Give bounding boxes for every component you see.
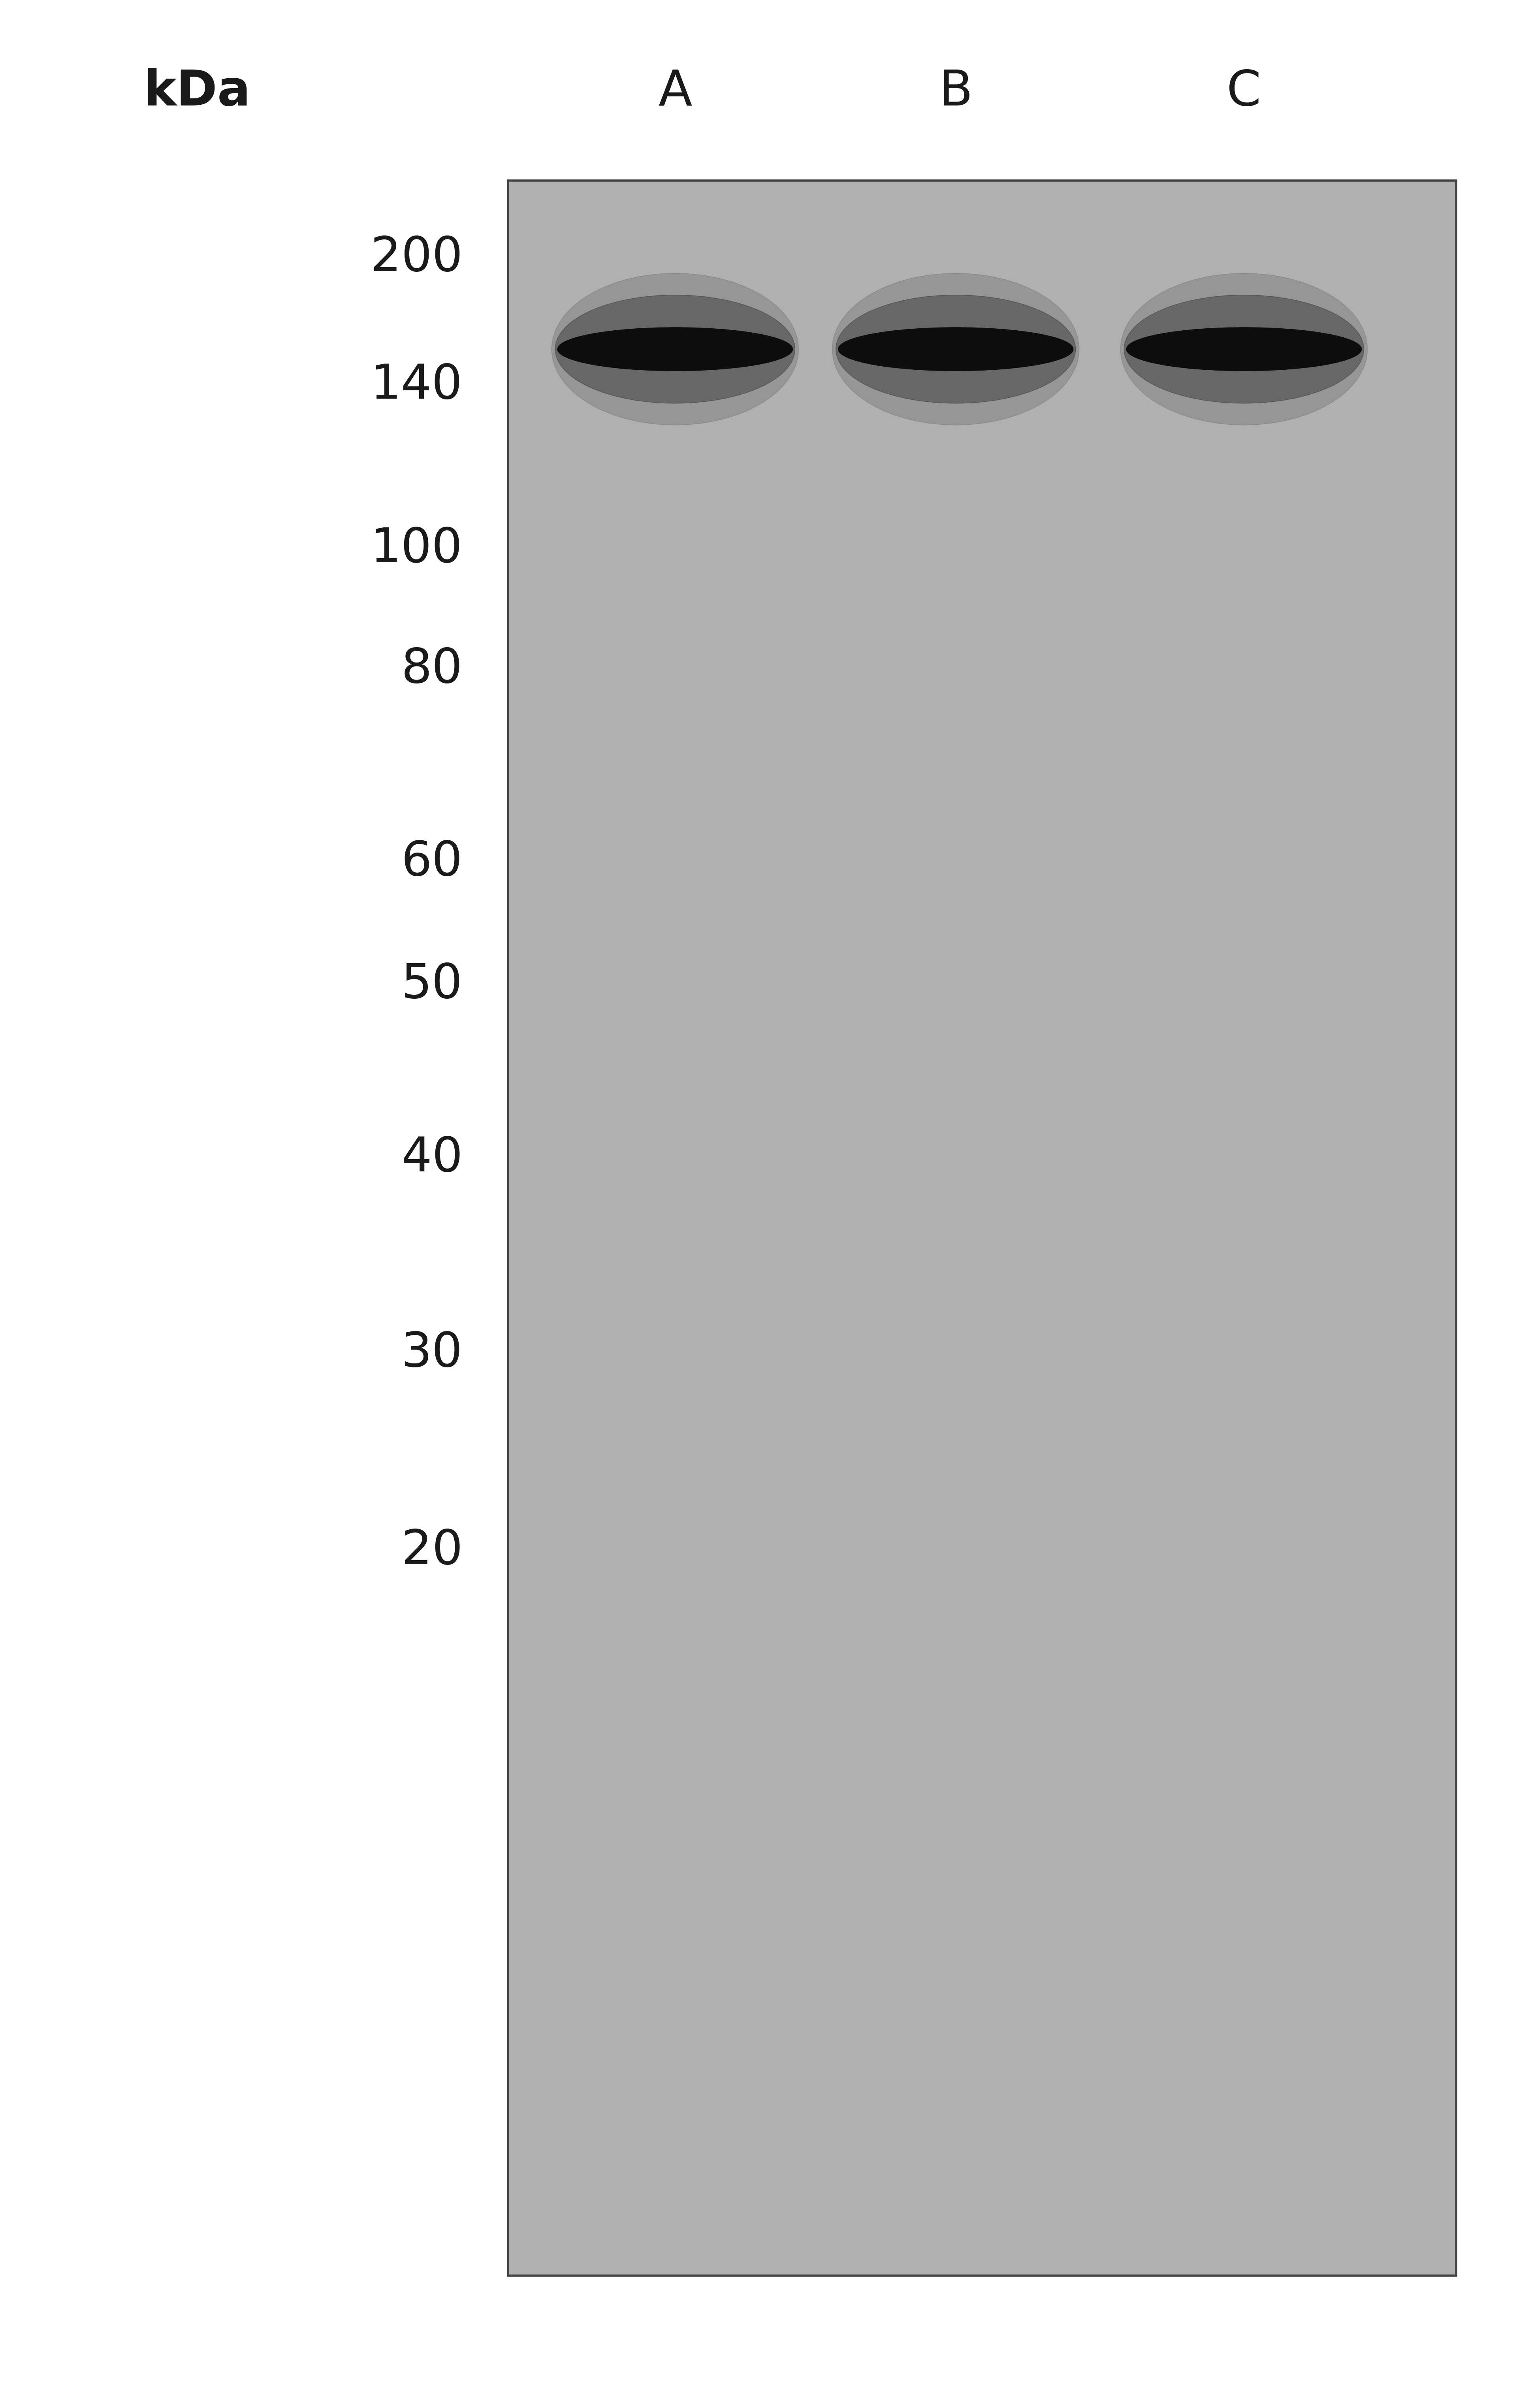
- Text: 40: 40: [402, 1134, 463, 1182]
- Ellipse shape: [557, 327, 792, 371]
- Text: 20: 20: [400, 1527, 463, 1575]
- Text: kDa: kDa: [144, 67, 250, 116]
- Ellipse shape: [1121, 275, 1367, 426]
- Text: 60: 60: [402, 838, 463, 886]
- Text: A: A: [658, 67, 692, 116]
- Text: C: C: [1227, 67, 1261, 116]
- Ellipse shape: [833, 275, 1079, 426]
- FancyBboxPatch shape: [508, 181, 1456, 2276]
- Ellipse shape: [1124, 296, 1364, 405]
- Text: 50: 50: [402, 961, 463, 1009]
- Text: B: B: [939, 67, 972, 116]
- Ellipse shape: [1126, 327, 1361, 371]
- Text: 80: 80: [402, 645, 463, 694]
- Ellipse shape: [836, 296, 1076, 405]
- Text: 100: 100: [370, 525, 463, 573]
- Ellipse shape: [837, 327, 1073, 371]
- Text: 140: 140: [370, 361, 463, 409]
- Text: 200: 200: [370, 234, 463, 282]
- Text: 30: 30: [402, 1329, 463, 1377]
- Ellipse shape: [555, 296, 795, 405]
- Ellipse shape: [552, 275, 798, 426]
